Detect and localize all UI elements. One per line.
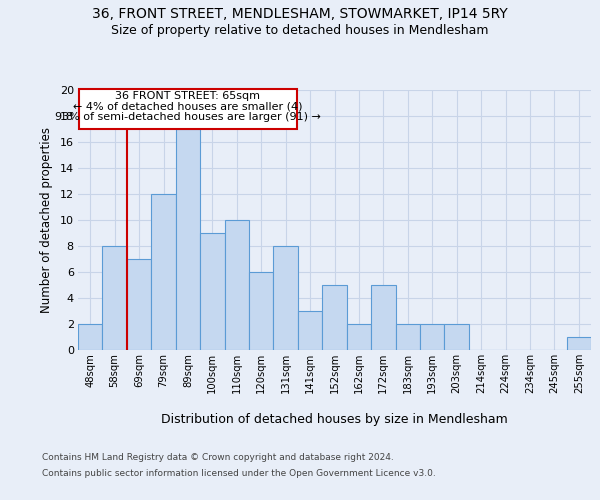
Text: 93% of semi-detached houses are larger (91) →: 93% of semi-detached houses are larger (… xyxy=(55,112,321,122)
Bar xyxy=(127,259,151,350)
Bar xyxy=(371,285,395,350)
Text: Contains HM Land Registry data © Crown copyright and database right 2024.: Contains HM Land Registry data © Crown c… xyxy=(42,452,394,462)
FancyBboxPatch shape xyxy=(79,88,296,129)
Bar xyxy=(298,311,322,350)
Bar xyxy=(395,324,420,350)
Bar xyxy=(566,337,591,350)
Bar xyxy=(176,129,200,350)
Y-axis label: Number of detached properties: Number of detached properties xyxy=(40,127,53,313)
Bar xyxy=(274,246,298,350)
Text: Distribution of detached houses by size in Mendlesham: Distribution of detached houses by size … xyxy=(161,412,508,426)
Bar xyxy=(420,324,445,350)
Bar xyxy=(78,324,103,350)
Bar xyxy=(322,285,347,350)
Text: ← 4% of detached houses are smaller (4): ← 4% of detached houses are smaller (4) xyxy=(73,101,302,111)
Bar xyxy=(445,324,469,350)
Bar xyxy=(224,220,249,350)
Text: Contains public sector information licensed under the Open Government Licence v3: Contains public sector information licen… xyxy=(42,469,436,478)
Bar xyxy=(200,233,224,350)
Text: 36, FRONT STREET, MENDLESHAM, STOWMARKET, IP14 5RY: 36, FRONT STREET, MENDLESHAM, STOWMARKET… xyxy=(92,8,508,22)
Bar xyxy=(347,324,371,350)
Bar xyxy=(151,194,176,350)
Text: Size of property relative to detached houses in Mendlesham: Size of property relative to detached ho… xyxy=(111,24,489,37)
Bar xyxy=(249,272,274,350)
Bar xyxy=(103,246,127,350)
Text: 36 FRONT STREET: 65sqm: 36 FRONT STREET: 65sqm xyxy=(115,91,260,101)
